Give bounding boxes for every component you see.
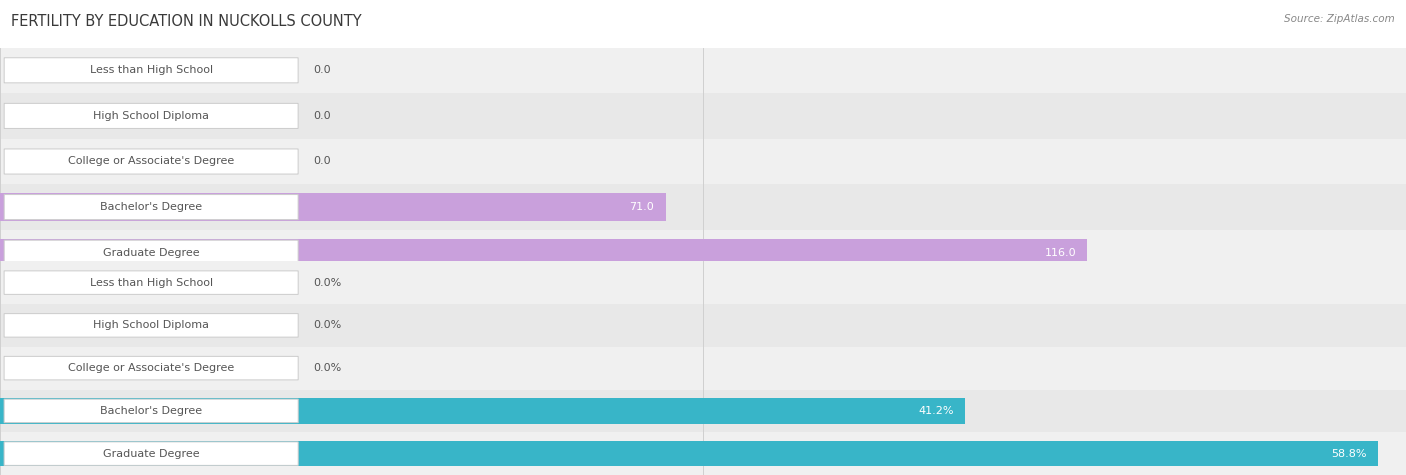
Bar xyxy=(0,441,1378,466)
Text: 41.2%: 41.2% xyxy=(918,406,955,416)
Bar xyxy=(0,239,1087,266)
Text: Less than High School: Less than High School xyxy=(90,65,212,76)
Text: 71.0: 71.0 xyxy=(630,202,654,212)
FancyBboxPatch shape xyxy=(4,104,298,128)
Bar xyxy=(0,48,1406,93)
FancyBboxPatch shape xyxy=(4,314,298,337)
Bar xyxy=(0,347,1406,390)
Bar xyxy=(0,193,665,221)
Text: 0.0%: 0.0% xyxy=(314,277,342,288)
Bar xyxy=(0,261,1406,304)
Text: Graduate Degree: Graduate Degree xyxy=(103,247,200,258)
Bar xyxy=(0,184,1406,230)
Bar xyxy=(0,139,1406,184)
Bar xyxy=(0,390,1406,432)
FancyBboxPatch shape xyxy=(4,356,298,380)
FancyBboxPatch shape xyxy=(4,195,298,219)
Text: FERTILITY BY EDUCATION IN NUCKOLLS COUNTY: FERTILITY BY EDUCATION IN NUCKOLLS COUNT… xyxy=(11,14,361,29)
Text: High School Diploma: High School Diploma xyxy=(93,111,209,121)
Text: Bachelor's Degree: Bachelor's Degree xyxy=(100,202,202,212)
Text: 0.0%: 0.0% xyxy=(314,320,342,331)
FancyBboxPatch shape xyxy=(4,271,298,294)
Text: 0.0%: 0.0% xyxy=(314,363,342,373)
FancyBboxPatch shape xyxy=(4,240,298,265)
Text: 116.0: 116.0 xyxy=(1045,247,1076,258)
Text: 0.0: 0.0 xyxy=(314,156,332,167)
Bar xyxy=(0,432,1406,475)
Bar xyxy=(0,93,1406,139)
Bar xyxy=(0,304,1406,347)
FancyBboxPatch shape xyxy=(4,149,298,174)
Text: Graduate Degree: Graduate Degree xyxy=(103,448,200,459)
Text: Bachelor's Degree: Bachelor's Degree xyxy=(100,406,202,416)
Bar xyxy=(0,398,966,424)
FancyBboxPatch shape xyxy=(4,442,298,465)
Text: Source: ZipAtlas.com: Source: ZipAtlas.com xyxy=(1284,14,1395,24)
Bar xyxy=(0,230,1406,276)
Text: 0.0: 0.0 xyxy=(314,65,332,76)
FancyBboxPatch shape xyxy=(4,399,298,423)
Text: 58.8%: 58.8% xyxy=(1331,448,1367,459)
Text: 0.0: 0.0 xyxy=(314,111,332,121)
Text: College or Associate's Degree: College or Associate's Degree xyxy=(67,156,235,167)
Text: Less than High School: Less than High School xyxy=(90,277,212,288)
Text: High School Diploma: High School Diploma xyxy=(93,320,209,331)
Text: College or Associate's Degree: College or Associate's Degree xyxy=(67,363,235,373)
FancyBboxPatch shape xyxy=(4,58,298,83)
